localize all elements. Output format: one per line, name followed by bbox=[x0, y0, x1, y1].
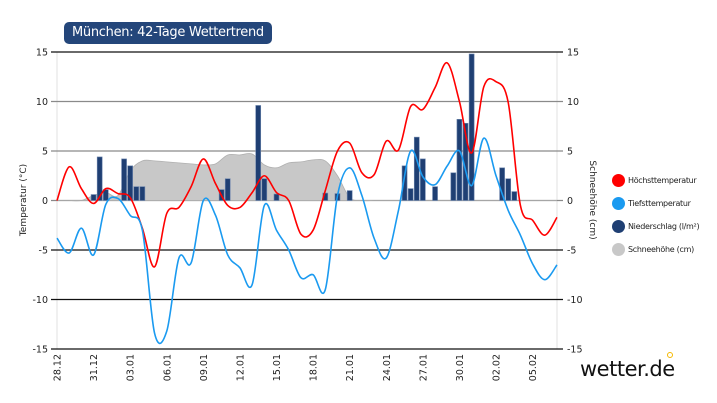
precipitation-bar bbox=[261, 178, 268, 201]
legend-dot-icon bbox=[612, 220, 625, 233]
legend-item-min-temp[interactable]: Tiefsttemperatur bbox=[612, 197, 691, 210]
precipitation-bar bbox=[90, 194, 97, 201]
y-tick-label-left: -10 bbox=[32, 295, 48, 306]
y-tick-label-right: 15 bbox=[567, 48, 579, 59]
precipitation-bar bbox=[133, 186, 140, 201]
precipitation-bar bbox=[432, 186, 438, 201]
legend-label: Schneehöhe (cm) bbox=[628, 245, 694, 254]
precipitation-bar bbox=[102, 189, 109, 201]
precipitation-bar bbox=[273, 193, 280, 201]
y-tick-label-left: 10 bbox=[36, 97, 48, 108]
precipitation-bar bbox=[121, 158, 127, 201]
y-tick-label-left: -5 bbox=[39, 246, 48, 257]
y-tick-label-right: 10 bbox=[567, 97, 579, 108]
x-tick-label: 09.01 bbox=[199, 354, 210, 381]
legend-dot-icon bbox=[612, 174, 625, 187]
precipitation-bar bbox=[511, 191, 518, 201]
y-tick-label-left: 15 bbox=[36, 48, 48, 59]
x-tick-label: 05.02 bbox=[528, 354, 539, 381]
precipitation-bar bbox=[401, 165, 408, 201]
x-tick-label: 02.02 bbox=[492, 354, 503, 381]
precipitation-bar bbox=[96, 156, 103, 201]
y-tick-label-left: -15 bbox=[32, 345, 48, 356]
x-tick-label: 06.01 bbox=[162, 354, 173, 381]
x-tick-label: 12.01 bbox=[235, 354, 246, 381]
legend-label: Niederschlag (l/m²) bbox=[628, 222, 700, 231]
precipitation-bar bbox=[456, 119, 463, 201]
precipitation-bar bbox=[468, 53, 475, 201]
precipitation-bar bbox=[127, 165, 133, 201]
chart-title: München: 42-Tage Wettertrend bbox=[64, 22, 272, 44]
precipitation-bar bbox=[346, 190, 353, 201]
legend-dot-icon bbox=[612, 197, 625, 210]
x-tick-label: 24.01 bbox=[382, 354, 393, 381]
min-temperature-line bbox=[56, 137, 558, 345]
y-tick-label-right: 5 bbox=[567, 147, 573, 158]
legend-label: Tiefsttemperatur bbox=[628, 199, 691, 208]
x-tick-label: 28.12 bbox=[53, 354, 64, 381]
y-tick-label-right: -10 bbox=[567, 295, 583, 306]
y-axis-label-left: Temperatur (°C) bbox=[19, 164, 29, 237]
legend-dot-icon bbox=[612, 243, 625, 256]
y-tick-label-left: 5 bbox=[42, 147, 48, 158]
legend-label: Höchsttemperatur bbox=[628, 176, 697, 185]
x-tick-label: 27.01 bbox=[418, 354, 429, 381]
y-tick-label-left: 0 bbox=[42, 196, 48, 207]
x-tick-label: 21.01 bbox=[345, 354, 356, 381]
wetter-de-logo: wetter.de bbox=[580, 357, 675, 381]
x-tick-label: 03.01 bbox=[126, 354, 137, 381]
x-tick-label: 15.01 bbox=[272, 354, 283, 381]
precipitation-bar bbox=[139, 186, 146, 201]
precipitation-bar bbox=[255, 105, 262, 201]
legend-item-max-temp[interactable]: Höchsttemperatur bbox=[612, 174, 697, 187]
precipitation-bar bbox=[224, 178, 231, 201]
legend-item-snow-depth[interactable]: Schneehöhe (cm) bbox=[612, 243, 694, 256]
logo-sun-icon bbox=[667, 352, 673, 358]
precipitation-bar bbox=[413, 136, 420, 201]
y-axis-label-right: Schneehöhe (cm) bbox=[587, 160, 597, 239]
x-tick-label: 30.01 bbox=[455, 354, 466, 381]
y-tick-label-right: 0 bbox=[567, 196, 573, 207]
x-tick-label: 31.12 bbox=[89, 354, 100, 381]
precipitation-bar bbox=[407, 188, 414, 201]
y-tick-label-right: -15 bbox=[567, 345, 583, 356]
precipitation-bar bbox=[450, 172, 457, 201]
precipitation-bar bbox=[505, 178, 512, 201]
legend-item-precipitation[interactable]: Niederschlag (l/m²) bbox=[612, 220, 700, 233]
y-tick-label-right: -5 bbox=[567, 246, 576, 257]
x-tick-label: 18.01 bbox=[309, 354, 320, 381]
